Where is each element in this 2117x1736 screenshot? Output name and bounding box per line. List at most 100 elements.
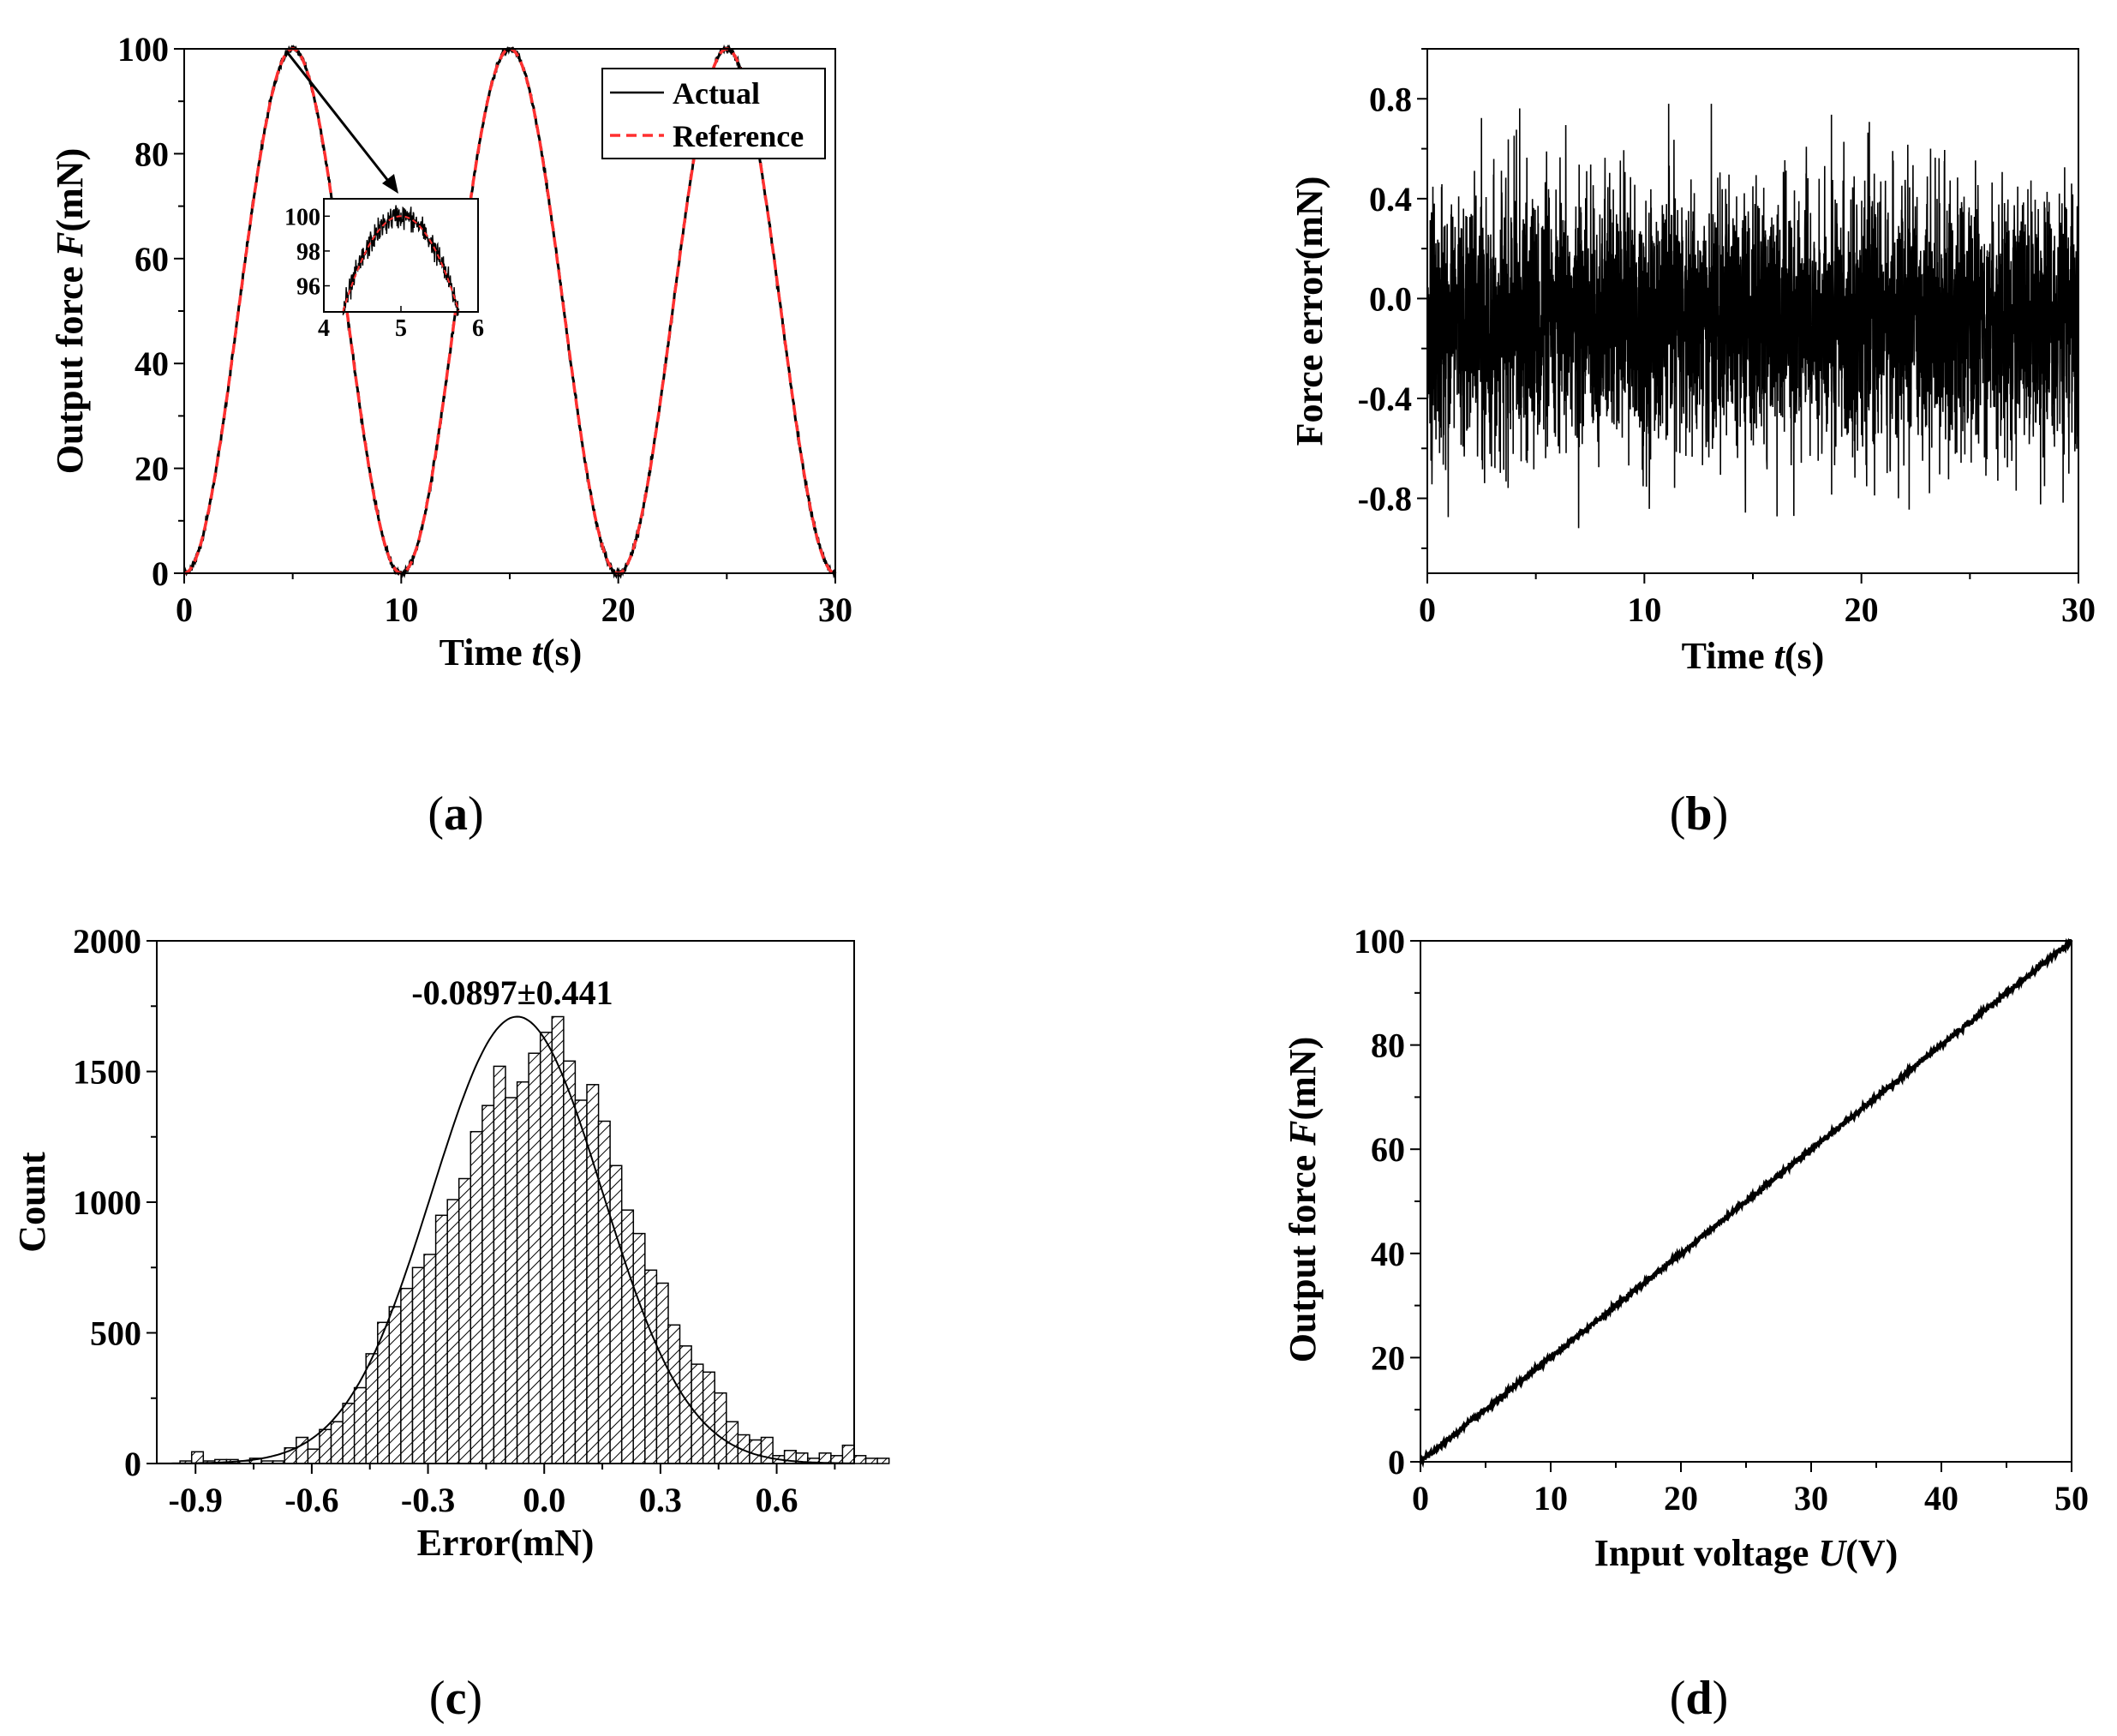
a-axes: 0 10 20 30 0 20 40 60 80 100 [117,30,852,629]
c-histogram-bar [876,1458,890,1464]
x-tick-label: 20 [1664,1479,1698,1518]
c-gaussian-fit [157,1015,854,1464]
x-tick-label: 0.6 [756,1481,798,1519]
c-histogram-bar [620,1209,635,1464]
y-tick-label: 80 [135,135,169,173]
c-histogram-bar [667,1324,681,1464]
y-tick-label: 40 [1371,1235,1405,1273]
c-histogram-bar [597,1120,611,1464]
c-histogram-bar [400,1287,414,1464]
a-zoom-arrow [286,52,398,194]
y-tick-label: -0.8 [1358,480,1412,518]
c-histogram-bar [388,1306,402,1464]
y-tick-label: 60 [1371,1130,1405,1169]
c-xlabel: Error(mN) [417,1522,595,1564]
a-ylabel: Output force F(mN) [49,148,91,474]
b-ylabel: Force error(mN) [1289,177,1331,446]
c-histogram-bar [760,1436,774,1464]
x-tick-label: 20 [1845,590,1879,629]
d-caption: (d) [1670,1672,1728,1725]
c-histogram-bar [493,1065,506,1464]
d-axes: 0 10 20 30 40 50 0 20 40 60 80 100 [1354,922,2089,1518]
c-histogram-bar [365,1353,379,1464]
x-tick-label: 0 [1412,1479,1429,1518]
c-caption: (c) [429,1672,482,1725]
inset-y-tick-label: 100 [284,204,320,230]
c-histogram-bar [190,1451,205,1464]
b-caption: (b) [1670,787,1728,841]
c-histogram-bar [516,1081,529,1464]
c-histogram-bar [841,1444,855,1464]
y-tick-label: -0.4 [1358,380,1412,418]
c-histogram-bar [644,1269,658,1464]
y-tick-label: 0.4 [1369,180,1412,218]
y-tick-label: 80 [1371,1027,1405,1065]
y-tick-label: 1000 [73,1183,141,1222]
x-tick-label: 0.0 [523,1481,565,1519]
panel-a: 0 10 20 30 0 20 40 60 80 100 4 5 6 96 98 100 Actual Re… [49,30,852,841]
c-histogram-bar [505,1097,518,1464]
y-tick-label: 500 [90,1314,141,1353]
c-histogram-bar [563,1060,577,1464]
y-tick-label: 0 [152,554,169,593]
b-error-series [1426,104,2079,529]
c-histogram-bar [353,1386,367,1464]
c-histogram-bar [457,1177,472,1464]
c-histogram-bar [481,1104,495,1464]
x-tick-label: 30 [2061,590,2096,629]
y-tick-label: 0.0 [1369,279,1412,318]
c-histogram-bar [330,1421,344,1464]
x-tick-label: 20 [601,590,636,629]
a-inset-plot [342,205,460,316]
inset-y-tick-label: 98 [296,239,320,266]
y-tick-label: 20 [135,450,169,488]
c-histogram-bar [411,1266,425,1464]
a-legend: Actual Reference [601,68,826,159]
y-tick-label: 2000 [73,922,141,961]
c-histogram-bar [864,1458,878,1464]
a-inset-actual [342,205,460,316]
c-histogram-bar [574,1099,588,1464]
a-inset: 4 5 6 96 98 100 [284,198,484,342]
c-ylabel: Count [11,1152,53,1253]
c-histogram-bar [655,1282,669,1464]
x-tick-label: 10 [1627,590,1661,629]
x-tick-label: 40 [1924,1479,1959,1518]
d-force-voltage-series [1419,937,2073,1469]
b-xlabel: Time t(s) [1682,635,1825,677]
a-xlabel: Time t(s) [440,632,583,673]
x-tick-label: 0 [176,590,193,629]
c-histogram-bar [307,1448,320,1464]
inset-y-tick-label: 96 [296,274,320,301]
c-axes: -0.9 -0.6 -0.3 0.0 0.3 0.6 0 500 1000 1500 2000 [73,922,836,1519]
inset-x-tick-label: 6 [472,315,484,342]
c-histogram-bar [586,1084,600,1464]
y-tick-label: 0 [1388,1443,1405,1482]
a-legend-reference-label: Reference [673,119,804,153]
y-tick-label: 0.8 [1369,80,1412,118]
c-histogram-bar [446,1199,460,1464]
x-tick-label: 30 [1794,1479,1828,1518]
c-histogram-bar [749,1439,762,1464]
a-legend-actual-label: Actual [673,76,760,111]
inset-x-tick-label: 5 [395,315,407,342]
y-tick-label: 100 [1354,922,1405,961]
a-inset-reference [342,215,460,312]
c-histogram-bars [179,1015,890,1464]
b-plot-noise [1426,104,2079,529]
b-axes: 0 10 20 30 0.8 0.4 0.0 -0.4 -0.8 [1358,48,2096,629]
x-tick-label: 30 [818,590,852,629]
d-ylabel: Output force F(mN) [1282,1037,1324,1362]
c-histogram-bar [296,1436,309,1464]
c-histogram-bar [551,1015,565,1464]
y-tick-label: 100 [117,30,169,69]
c-histogram-bar [469,1130,483,1464]
c-histogram-bar [539,1032,553,1464]
c-histogram-bar [609,1164,623,1464]
c-histogram-bar [528,1052,541,1464]
a-inset-axes: 4 5 6 96 98 100 [284,204,484,342]
x-tick-label: 0.3 [639,1481,682,1519]
c-histogram-bar [853,1455,867,1464]
x-tick-label: 10 [1534,1479,1568,1518]
x-tick-label: -0.3 [401,1481,455,1519]
